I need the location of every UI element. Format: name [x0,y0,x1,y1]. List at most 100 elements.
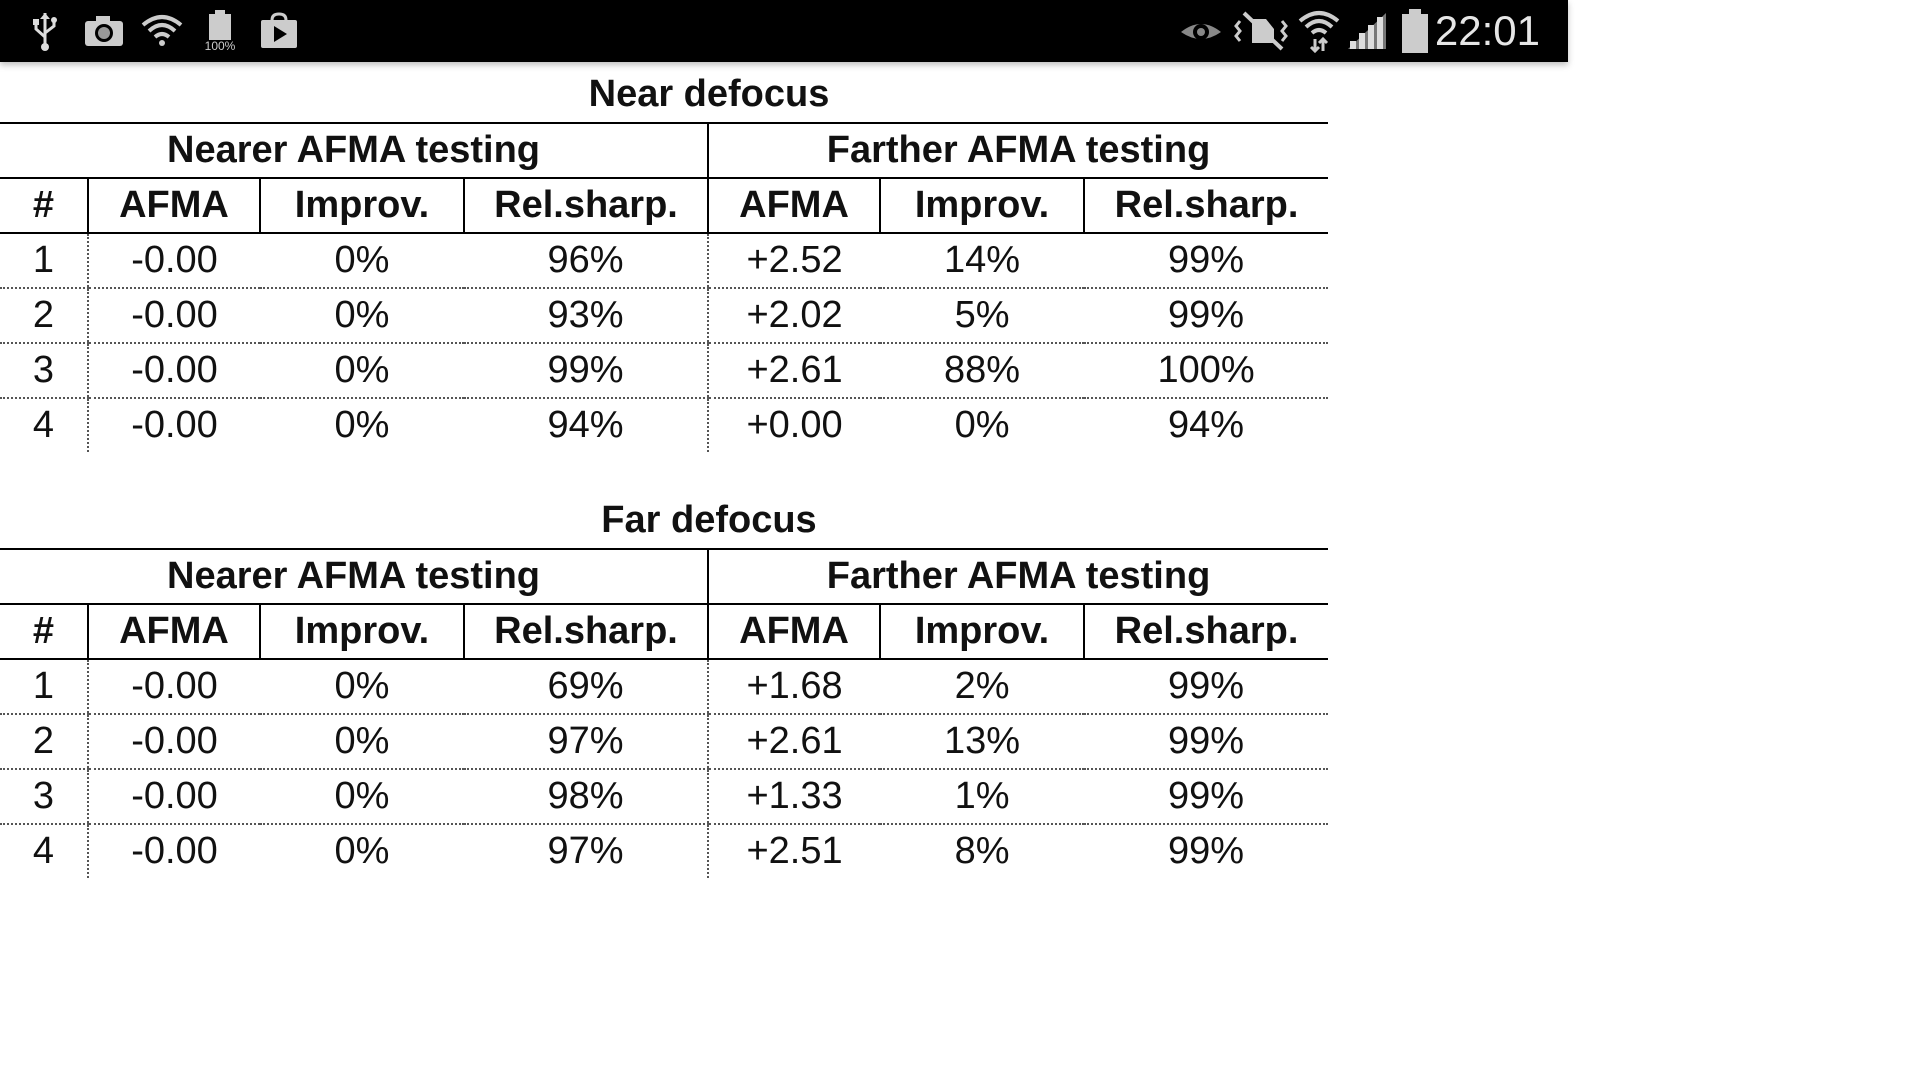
table-row: 4 -0.00 0% 97% +2.51 8% 99% [0,824,1328,878]
table-row: 3 -0.00 0% 99% +2.61 88% 100% [0,343,1329,399]
table-cell: 93% [464,288,709,344]
table-cell: 0% [260,659,464,715]
table-cell: +1.68 [707,659,881,715]
table-cell: 2 [0,288,88,344]
table-cell: +1.33 [707,769,881,825]
table-cell: 0% [260,233,464,289]
usb-icon [28,9,62,53]
column-header: # [0,604,88,660]
table-cell: 94% [547,404,624,446]
table-cell: +2.61 [707,343,881,399]
table-cell: 0% [954,404,1010,446]
near-defocus-table: Nearer AFMA testing Farther AFMA testing… [0,122,1329,452]
group-header: Nearer AFMA testing [0,548,709,605]
column-header: AFMA [87,604,260,660]
table-cell: 99% [1084,233,1329,289]
battery-icon [1398,9,1432,53]
camera-icon [82,9,126,53]
table-cell: -0.00 [87,398,260,452]
table-cell: 1 [0,233,88,289]
table-cell: 0% [260,343,464,399]
table-cell: -0.00 [87,233,260,289]
column-header: AFMA [707,178,881,234]
table-cell: 0% [260,769,464,825]
column-header-row: # AFMA Improv. Rel.sharp. AFMA Improv. R… [0,178,1329,234]
table-cell: 0% [260,714,464,770]
table-cell: 99% [464,343,709,399]
table-cell: 4 [32,830,55,872]
table-cell: +2.51 [707,824,881,878]
column-header: Improv. [879,604,1085,660]
table-cell: -0.00 [87,343,260,399]
table-cell: -0.00 [87,769,260,825]
table-cell: +2.61 [707,714,881,770]
table-cell: 2 [0,714,88,770]
table-cell: -0.00 [87,714,260,770]
column-header: Rel.sharp. [462,604,709,660]
play-store-icon [258,9,300,53]
table-cell: 2% [880,659,1085,715]
table-cell: 0% [334,830,390,872]
column-header: AFMA [707,604,881,660]
table-cell: -0.00 [87,659,260,715]
far-defocus-table: Nearer AFMA testing Farther AFMA testing… [0,548,1329,878]
table-cell: 13% [880,714,1085,770]
table-cell: 98% [464,769,709,825]
column-header: Improv. [879,178,1085,234]
table-row: 1 -0.00 0% 96% +2.52 14% 99% [0,233,1329,289]
table-cell: 99% [1084,659,1329,715]
table-cell: 14% [880,233,1085,289]
table-cell: 1% [880,769,1085,825]
wifi-icon [1296,9,1342,53]
table-cell: +0.00 [707,398,881,452]
column-header: # [0,178,88,234]
table-cell: 1 [0,659,88,715]
table-cell: 96% [464,233,709,289]
column-header: Rel.sharp. [462,178,709,234]
table-cell: 88% [880,343,1085,399]
clock: 22:01 [1434,7,1540,54]
table-cell: 3 [0,343,88,399]
battery-small-label: 100% [204,39,236,53]
table-cell: 94% [1168,404,1245,446]
signal-icon [1346,9,1388,53]
table-cell: -0.00 [87,288,260,344]
group-header: Farther AFMA testing [707,548,1329,605]
group-header: Farther AFMA testing [707,122,1329,179]
table-cell: 99% [1084,288,1329,344]
column-header: Rel.sharp. [1083,604,1329,660]
section-title: Near defocus [588,73,830,115]
far-defocus-section: Far defocus Nearer AFMA testing Farther … [0,492,1329,878]
table-cell: +2.52 [707,233,881,289]
table-row: 4 -0.00 0% 94% +0.00 0% 94% [0,398,1328,452]
table-cell: 69% [464,659,709,715]
table-cell: 99% [1084,714,1329,770]
eye-icon [1178,9,1224,53]
column-header: AFMA [87,178,260,234]
group-header-row: Nearer AFMA testing Farther AFMA testing [0,548,1329,605]
table-row: 2 -0.00 0% 93% +2.02 5% 99% [0,288,1329,344]
table-cell: 99% [1084,769,1329,825]
table-cell: 0% [334,404,390,446]
table-cell: -0.00 [87,824,260,878]
table-row: 3 -0.00 0% 98% +1.33 1% 99% [0,769,1329,825]
column-header-row: # AFMA Improv. Rel.sharp. AFMA Improv. R… [0,604,1329,660]
battery-100-icon: 100% [202,9,238,53]
vibrate-mute-icon [1232,9,1290,53]
near-defocus-section: Near defocus Nearer AFMA testing Farther… [0,66,1329,452]
table-cell: 97% [547,830,624,872]
group-header: Nearer AFMA testing [0,122,709,179]
status-bar: 100% 22:01 [0,0,1568,62]
table-cell: +2.02 [707,288,881,344]
table-cell: 0% [260,288,464,344]
group-header-row: Nearer AFMA testing Farther AFMA testing [0,122,1329,179]
column-header: Rel.sharp. [1083,178,1329,234]
column-header: Improv. [259,178,464,234]
section-title: Far defocus [601,499,817,541]
table-row: 1 -0.00 0% 69% +1.68 2% 99% [0,659,1329,715]
table-cell: 4 [32,404,55,446]
table-cell: 5% [880,288,1085,344]
wifi-question-icon [140,9,184,53]
column-header: Improv. [259,604,464,660]
table-cell: 100% [1084,343,1329,399]
